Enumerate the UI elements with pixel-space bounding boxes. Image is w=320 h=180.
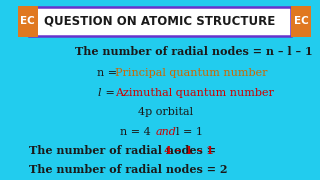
- Text: Azimuthal quantum number: Azimuthal quantum number: [115, 88, 274, 98]
- Text: Principal quantum number: Principal quantum number: [115, 68, 268, 78]
- Text: =: =: [101, 88, 118, 98]
- Text: The number of radial nodes = 2: The number of radial nodes = 2: [29, 164, 228, 175]
- Text: QUESTION ON ATOMIC STRUCTURE: QUESTION ON ATOMIC STRUCTURE: [44, 15, 276, 28]
- Text: The number of radial nodes =: The number of radial nodes =: [29, 145, 224, 156]
- Bar: [18, 6, 37, 37]
- Text: EC: EC: [20, 17, 35, 26]
- Text: n =: n =: [97, 68, 121, 78]
- Text: l = 1: l = 1: [169, 127, 203, 137]
- Text: 4 – 1 – 1: 4 – 1 – 1: [164, 145, 214, 156]
- Text: l: l: [97, 88, 100, 98]
- Text: 4p orbital: 4p orbital: [138, 107, 193, 117]
- Bar: [29, 7, 291, 36]
- Text: and: and: [156, 127, 176, 137]
- Text: EC: EC: [294, 17, 308, 26]
- Text: n = 4: n = 4: [120, 127, 161, 137]
- Bar: [291, 6, 311, 37]
- Text: The number of radial nodes = n – l – 1: The number of radial nodes = n – l – 1: [75, 46, 312, 57]
